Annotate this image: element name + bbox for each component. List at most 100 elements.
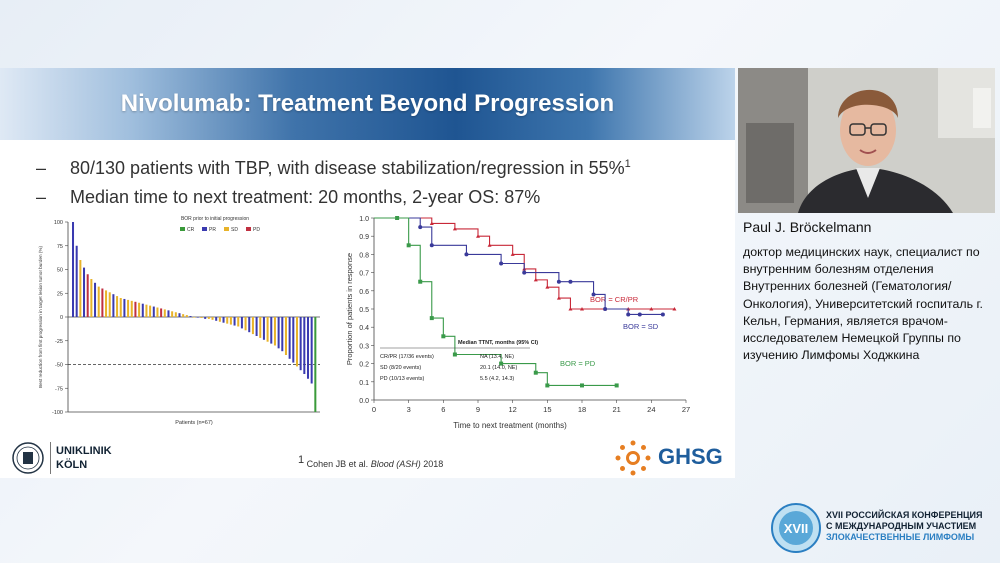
censor-mark — [441, 334, 446, 339]
legend-label: PD — [253, 227, 260, 233]
censor-mark — [603, 307, 608, 311]
y-axis-label: Proportion of patients in response — [345, 253, 354, 365]
censor-mark — [406, 243, 411, 248]
conference-line2: С МЕЖДУНАРОДНЫМ УЧАСТИЕМ — [826, 521, 977, 531]
bar — [189, 316, 192, 317]
y-axis-label: Best reduction from first progression in… — [38, 246, 43, 388]
bullet-1-text: 80/130 patients with TBP, with disease s… — [70, 158, 625, 178]
y-tick-label: 0 — [60, 315, 63, 321]
footnote-year: 2018 — [420, 459, 444, 469]
bar — [174, 312, 177, 317]
bar — [196, 317, 199, 318]
bar — [116, 296, 119, 317]
bar — [108, 292, 111, 317]
table-header: Median TTNT, months (95% CI) — [458, 340, 538, 346]
bar — [229, 317, 232, 325]
bar — [119, 298, 122, 317]
bar — [273, 317, 276, 346]
x-axis-label: Patients (n=67) — [175, 420, 213, 426]
bar — [163, 309, 166, 317]
bar — [310, 317, 313, 384]
bullet-dash: – — [36, 158, 47, 178]
censor-mark — [476, 234, 480, 238]
bullet-2-text: Median time to next treatment: 20 months… — [70, 187, 541, 207]
bar — [277, 317, 280, 349]
y-tick-label: -75 — [55, 386, 63, 392]
y-tick-label: 25 — [57, 291, 63, 297]
bar — [292, 317, 295, 363]
x-tick-label: 15 — [543, 405, 551, 414]
censor-mark — [418, 279, 423, 284]
bar — [79, 260, 82, 317]
bar — [160, 308, 163, 317]
bar — [314, 317, 317, 412]
censor-mark — [556, 296, 561, 300]
bullet-1: – 80/130 patients with TBP, with disease … — [36, 158, 631, 179]
conference-line3: ЗЛОКАЧЕСТВЕННЫЕ ЛИМФОМЫ — [826, 532, 975, 542]
bar — [233, 317, 236, 326]
bar — [94, 282, 97, 317]
footnote: 1 Cohen JB et al. Blood (ASH) 2018 — [298, 454, 443, 469]
bar — [211, 317, 214, 320]
censor-mark — [637, 312, 642, 317]
bar — [207, 317, 210, 319]
censor-mark — [452, 226, 457, 231]
waterfall-chart: 100 75 50 25 0 -25 -50 -75 -100 BOR prior to init… — [38, 216, 320, 426]
series-label: BOR = SD — [623, 322, 659, 331]
bar — [193, 317, 196, 318]
bar — [200, 317, 203, 318]
slide-banner — [0, 68, 735, 140]
bullet-1-sup: 1 — [624, 158, 631, 170]
ghsg-logo: GHSG — [614, 440, 729, 476]
y-tick-label: -100 — [52, 410, 63, 416]
conference-logo: XVII XVII РОССИЙСКАЯ КОНФЕРЕНЦИЯ С МЕЖДУ… — [770, 500, 995, 560]
legend-label: PR — [209, 227, 216, 233]
table-cell-label: PD (10/13 events) — [380, 376, 424, 382]
y-tick-label: 0.7 — [359, 271, 369, 278]
legend-title: BOR prior to initial progression — [181, 216, 249, 222]
legend-swatch — [224, 227, 229, 231]
y-tick-label: 0.3 — [359, 343, 369, 350]
slide-title: Nivolumab: Treatment Beyond Progression — [120, 90, 615, 117]
bar — [185, 315, 188, 317]
bar — [255, 317, 258, 336]
x-tick-label: 18 — [578, 405, 586, 414]
bar — [182, 314, 185, 317]
censor-mark — [556, 279, 561, 284]
y-tick-label: 0.5 — [359, 307, 369, 314]
bar — [97, 286, 100, 317]
y-tick-label: 50 — [57, 268, 63, 274]
bar — [251, 317, 254, 335]
censor-mark — [568, 307, 573, 311]
censor-mark — [499, 361, 504, 366]
y-tick-label: -50 — [55, 363, 63, 369]
table-cell-value: 5.5 (4.2, 14.3) — [480, 376, 514, 382]
bar — [112, 294, 115, 317]
censor-mark — [522, 270, 527, 275]
km-chart: 0.0 0.1 0.2 0.3 0.4 0.5 0.6 0.7 0.8 0.9 1.0 0 3 6 9 12 1… — [345, 216, 690, 430]
censor-mark — [614, 383, 619, 388]
bar — [167, 310, 170, 317]
x-tick-label: 9 — [476, 405, 480, 414]
censor-mark — [499, 261, 504, 266]
y-tick-label: 100 — [54, 220, 63, 226]
bar — [299, 317, 302, 371]
y-tick-label: 0.2 — [359, 362, 369, 369]
censor-mark — [429, 221, 434, 225]
y-tick-label: 1.0 — [359, 216, 369, 223]
presenter-name: Paul J. Bröckelmann — [743, 219, 872, 235]
x-tick-label: 3 — [407, 405, 411, 414]
bullet-dash: – — [36, 187, 47, 207]
censor-mark — [429, 243, 434, 248]
censor-mark — [533, 370, 538, 375]
bar — [138, 302, 141, 317]
bar — [156, 307, 159, 317]
bar — [105, 290, 108, 317]
censor-mark — [545, 285, 550, 289]
x-tick-label: 27 — [682, 405, 690, 414]
y-tick-label: 0.0 — [359, 398, 369, 405]
conference-badge-icon: XVII — [771, 503, 821, 553]
footnote-text: Cohen JB et al. — [306, 459, 371, 469]
bar — [226, 317, 229, 324]
bar — [141, 303, 144, 317]
